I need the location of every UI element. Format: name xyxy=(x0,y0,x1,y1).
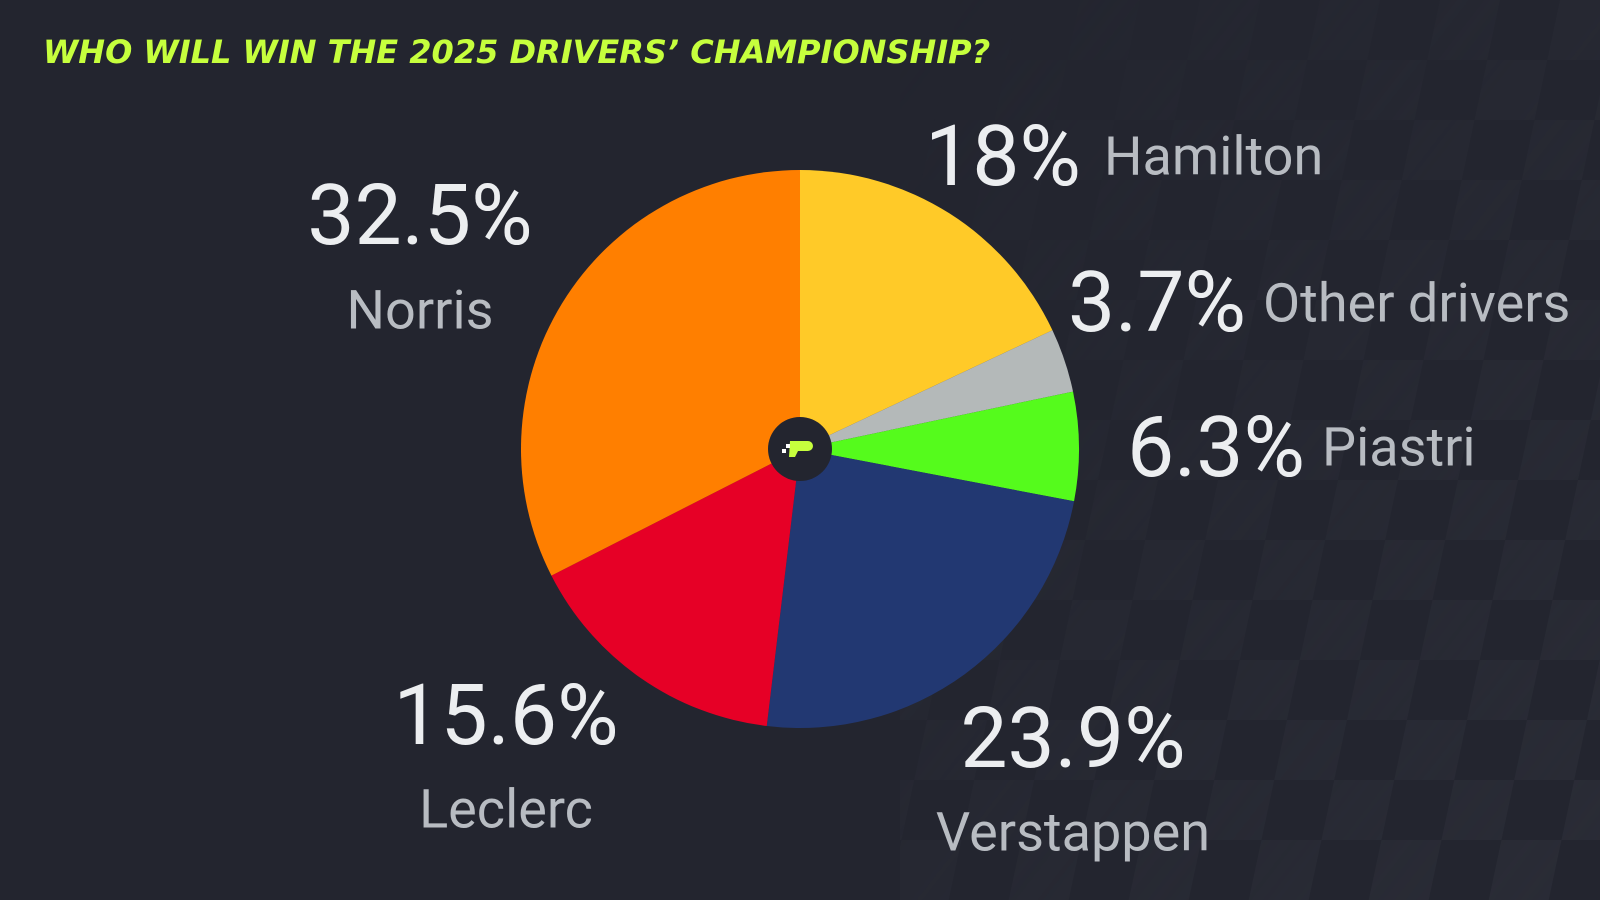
pie-slice xyxy=(521,170,800,576)
chart-title: WHO WILL WIN THE 2025 DRIVERS’ CHAMPIONS… xyxy=(43,33,990,71)
category-label: Other drivers xyxy=(1263,272,1570,335)
value-label: 15.6% xyxy=(393,666,618,765)
pie xyxy=(521,170,1079,728)
category-label: Hamilton xyxy=(1104,125,1323,188)
value-label: 23.9% xyxy=(960,689,1185,788)
category-label: Verstappen xyxy=(936,801,1210,864)
value-label: 3.7% xyxy=(1068,253,1246,352)
category-label: Piastri xyxy=(1322,416,1476,479)
value-label: 18% xyxy=(925,107,1081,206)
pie-slice xyxy=(800,330,1074,449)
pie-slice xyxy=(551,449,800,727)
value-label: 6.3% xyxy=(1127,398,1305,497)
pie-slice xyxy=(800,391,1079,502)
category-label: Leclerc xyxy=(419,778,593,841)
labels: 18% Hamilton 3.7% Other drivers 6.3% Piastri 2… xyxy=(307,107,1570,864)
pie-slice xyxy=(766,449,1075,728)
value-label: 32.5% xyxy=(307,166,532,265)
category-label: Norris xyxy=(347,279,494,342)
pie-slice xyxy=(800,170,1053,449)
logo xyxy=(768,417,832,481)
